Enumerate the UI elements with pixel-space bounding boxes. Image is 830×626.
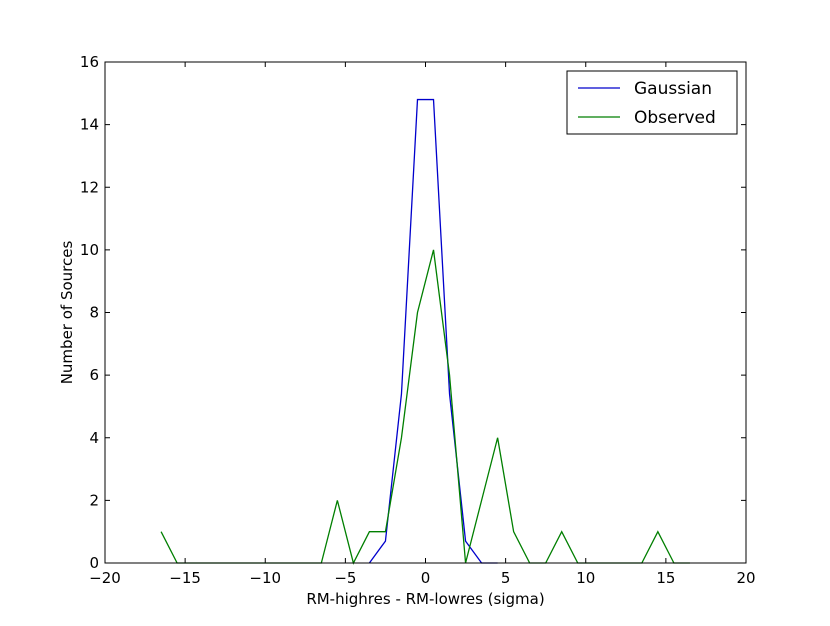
- y-tick-label: 6: [89, 366, 99, 384]
- y-tick-label: 8: [89, 304, 99, 322]
- legend: Gaussian Observed: [566, 70, 738, 135]
- x-tick-label: 15: [656, 569, 675, 587]
- legend-box: [566, 70, 738, 135]
- x-tick-label: −5: [334, 569, 356, 587]
- y-tick-label: 4: [89, 429, 99, 447]
- x-tick-label: 20: [736, 569, 755, 587]
- x-tick-label: −10: [249, 569, 281, 587]
- y-axis-title: Number of Sources: [58, 241, 76, 385]
- ticks-layer: −20 −15 −10 −5 0 5 10 15 20 0 2 4 6 8 10 12 14 16: [80, 53, 756, 587]
- y-tick-label: 14: [80, 116, 99, 134]
- y-tick-label: 0: [89, 554, 99, 572]
- x-tick-label: −15: [169, 569, 201, 587]
- x-tick-label: 0: [421, 569, 431, 587]
- x-tick-label: 5: [501, 569, 511, 587]
- legend-label-observed: Observed: [634, 108, 716, 128]
- x-tick-label: −20: [89, 569, 121, 587]
- plot-frame: [104, 61, 747, 564]
- y-tick-label: 12: [80, 178, 99, 196]
- x-tick-label: 10: [576, 569, 595, 587]
- x-axis-title: RM-highres - RM-lowres (sigma): [306, 590, 544, 608]
- y-tick-label: 10: [80, 241, 99, 259]
- series-line-gaussian: [368, 98, 498, 564]
- plot-background: [105, 62, 746, 563]
- y-tick-label: 2: [89, 491, 99, 509]
- y-tick-label: 16: [80, 53, 99, 71]
- legend-label-gaussian: Gaussian: [634, 79, 712, 99]
